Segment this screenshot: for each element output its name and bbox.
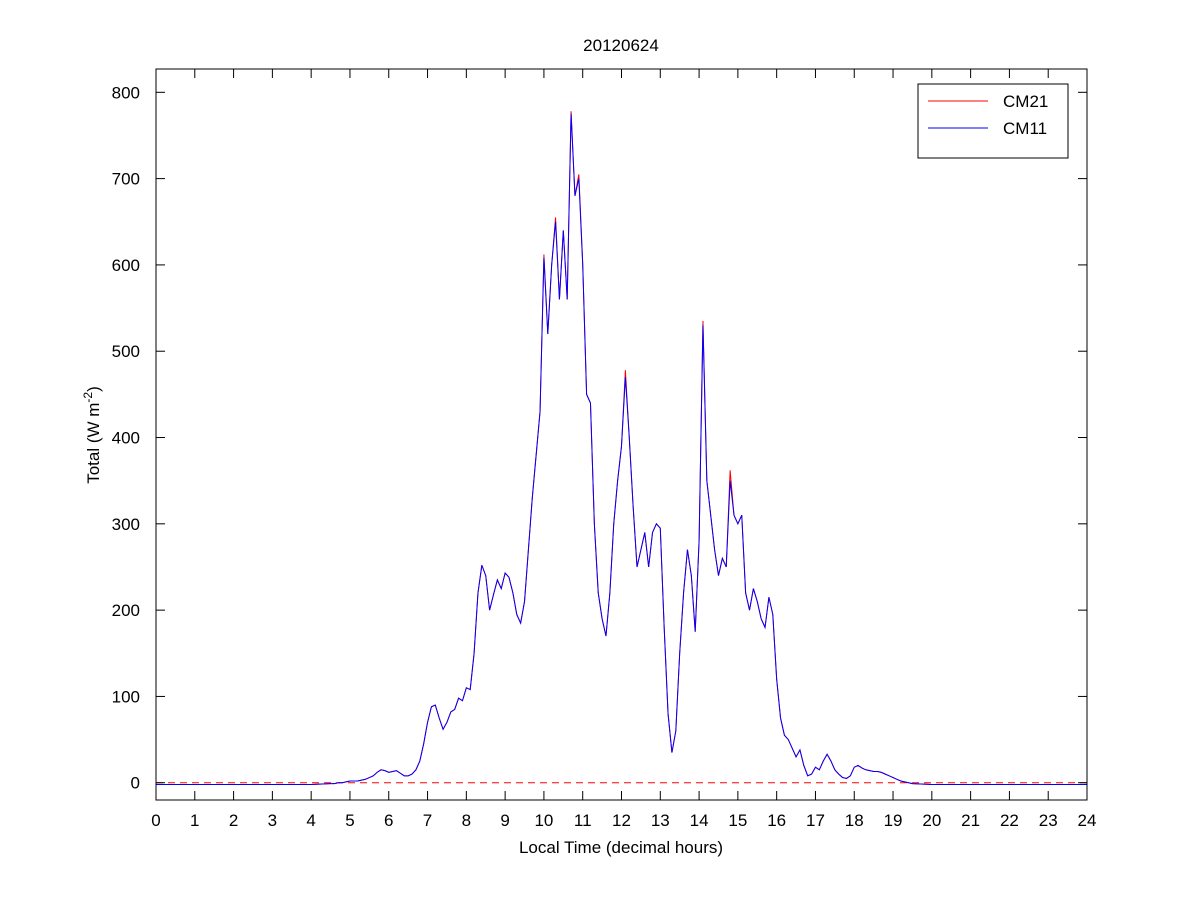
- x-tick-label: 3: [268, 811, 277, 830]
- series-line: [156, 113, 1087, 785]
- x-tick-label: 1: [190, 811, 199, 830]
- x-tick-label: 5: [345, 811, 354, 830]
- y-axis-label-part: ): [84, 386, 103, 392]
- x-tick-label: 23: [1039, 811, 1058, 830]
- y-tick-label: 600: [112, 256, 140, 275]
- x-tick-label: 15: [728, 811, 747, 830]
- x-tick-label: 18: [845, 811, 864, 830]
- y-tick-label: 700: [112, 170, 140, 189]
- legend-label: CM11: [1003, 119, 1047, 138]
- x-tick-label: 17: [806, 811, 825, 830]
- legend-label: CM21: [1003, 92, 1048, 111]
- x-tick-label: 4: [306, 811, 315, 830]
- x-tick-label: 13: [651, 811, 670, 830]
- y-tick-label: 400: [112, 429, 140, 448]
- x-tick-label: 19: [884, 811, 903, 830]
- x-tick-label: 6: [384, 811, 393, 830]
- legend-box: [917, 83, 1069, 159]
- chart-title: 20120624: [583, 36, 659, 55]
- x-tick-label: 24: [1078, 811, 1097, 830]
- x-tick-label: 22: [1000, 811, 1019, 830]
- x-tick-label: 7: [423, 811, 432, 830]
- x-tick-label: 14: [690, 811, 709, 830]
- y-tick-label: 500: [112, 342, 140, 361]
- x-tick-label: 12: [612, 811, 631, 830]
- x-tick-label: 0: [151, 811, 160, 830]
- x-tick-label: 16: [767, 811, 786, 830]
- y-tick-label: 300: [112, 515, 140, 534]
- y-tick-label: 100: [112, 687, 140, 706]
- y-tick-label: 200: [112, 601, 140, 620]
- x-tick-label: 21: [961, 811, 980, 830]
- y-tick-label: 0: [131, 774, 140, 793]
- x-tick-label: 2: [229, 811, 238, 830]
- x-tick-label: 10: [534, 811, 553, 830]
- x-tick-label: 8: [462, 811, 471, 830]
- x-tick-label: 11: [574, 811, 592, 830]
- y-tick-label: 800: [112, 83, 140, 102]
- x-tick-label: 20: [922, 811, 941, 830]
- y-axis-label-part: Total (W m: [84, 403, 103, 484]
- x-tick-label: 9: [500, 811, 509, 830]
- y-axis-label: Total (W m-2): [81, 386, 103, 484]
- x-axis-label: Local Time (decimal hours): [519, 838, 723, 857]
- y-axis-label-sup: -2: [81, 392, 95, 403]
